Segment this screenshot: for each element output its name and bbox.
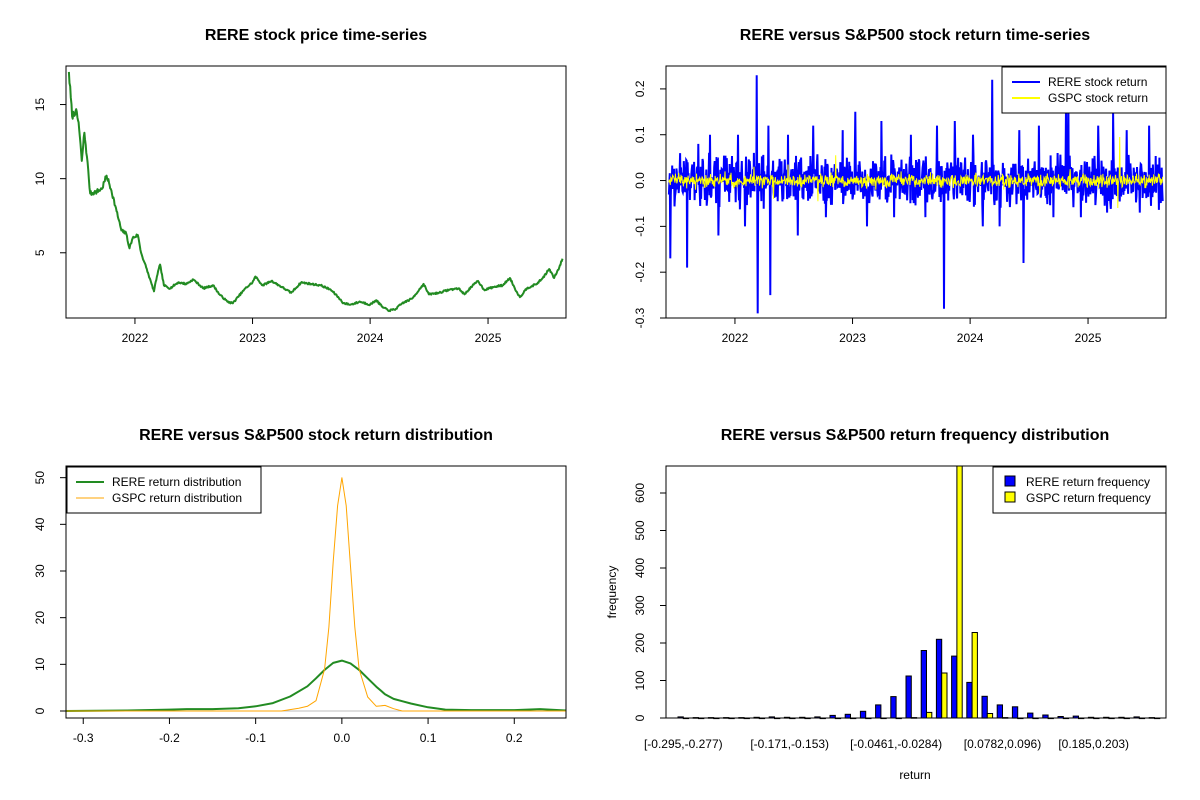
returns-legend-label-rere: RERE stock return [1048,75,1147,89]
frequency-legend-box [992,466,1167,514]
rere-frequency-bar [996,704,1004,719]
returns-y-tick-label: 0.0 [633,172,647,189]
density-chart-plot-frame [65,465,567,719]
price-x-tick-label: 2024 [357,331,384,345]
density-y-tick-label: 30 [33,564,47,578]
frequency-legend-key-gspc [1004,491,1016,503]
returns-chart-ticks: 2022 2023 2024 2025 -0.3 -0.2 -0.1 0.0 0.1 0.2 [633,80,1102,345]
frequency-chart-panel: RERE versus S&P500 return frequency dist… [605,427,1167,782]
frequency-x-tick-label: [-0.295,-0.277) [644,737,723,751]
price-x-tick-label: 2025 [475,331,502,345]
frequency-x-tick-label: [-0.171,-0.153) [750,737,829,751]
price-chart-plot-frame [65,65,567,319]
frequency-y-tick-label: 0 [633,714,647,721]
gspc-frequency-bar [941,672,948,719]
frequency-y-tick-label: 100 [633,670,647,690]
frequency-y-tick-label: 600 [633,483,647,503]
returns-y-tick-label: -0.1 [633,216,647,237]
gspc-frequency-bar [926,711,933,719]
frequency-chart-legend: RERE return frequency GSPC return freque… [992,466,1167,514]
rere-density-line [65,659,567,712]
returns-legend-label-gspc: GSPC stock return [1048,91,1148,105]
frequency-x-tick-label: [-0.0461,-0.0284) [850,737,942,751]
density-y-tick-label: 40 [33,517,47,531]
density-chart-legend: RERE return distribution GSPC return dis… [66,466,262,514]
returns-x-tick-label: 2023 [839,331,866,345]
density-x-tick-label: 0.1 [420,731,437,745]
returns-x-tick-label: 2022 [722,331,749,345]
rere-frequency-bar [1011,706,1019,719]
price-chart-ticks: 2022 2023 2024 2025 5 10 15 [33,98,502,345]
price-chart-marks [67,71,564,313]
density-x-tick-label: -0.1 [245,731,266,745]
density-legend-label-gspc: GSPC return distribution [112,491,242,505]
rere-frequency-bar [859,710,867,719]
density-y-tick-label: 0 [33,707,47,714]
price-x-tick-label: 2023 [239,331,266,345]
frequency-y-tick-label: 300 [633,595,647,615]
frequency-y-tick-label: 500 [633,520,647,540]
density-y-tick-label: 10 [33,657,47,671]
frequency-y-tick-label: 200 [633,633,647,653]
returns-y-tick-label: 0.2 [633,80,647,97]
density-chart-panel: RERE versus S&P500 stock return distribu… [33,427,567,745]
frequency-legend-label-rere: RERE return frequency [1026,475,1150,489]
frequency-x-axis-label: return [899,768,930,782]
density-x-tick-label: 0.0 [334,731,351,745]
rere-frequency-bar [875,704,882,719]
returns-legend-box [1001,66,1167,114]
returns-chart-marks [667,75,1164,314]
price-chart-panel: RERE stock price time-series 2022 2023 202… [33,27,567,345]
frequency-legend-label-gspc: GSPC return frequency [1026,491,1151,505]
rere-frequency-bar [966,681,973,719]
rere-frequency-bar [905,675,912,719]
density-chart-marks [65,477,567,712]
returns-y-tick-label: -0.3 [633,307,647,328]
price-x-tick-label: 2022 [122,331,149,345]
rere-frequency-bar [890,696,897,719]
returns-chart-legend: RERE stock return GSPC stock return [1001,66,1167,114]
price-y-tick-label: 15 [33,98,47,112]
gspc-return-line [668,136,1164,209]
returns-chart-title: RERE versus S&P500 stock return time-ser… [740,27,1090,44]
density-x-tick-label: -0.2 [159,731,180,745]
density-chart-ticks: -0.3 -0.2 -0.1 0.0 0.1 0.2 0 10 20 30 40 50 [33,471,523,745]
frequency-y-tick-label: 400 [633,558,647,578]
frequency-x-tick-label: [0.185,0.203) [1058,737,1129,751]
price-y-tick-label: 5 [33,249,47,256]
frequency-chart-title: RERE versus S&P500 return frequency dist… [721,427,1110,444]
rere-frequency-bar [920,650,928,719]
rere-frequency-bar [1027,712,1034,719]
returns-chart-panel: RERE versus S&P500 stock return time-ser… [633,27,1167,345]
density-x-tick-label: -0.3 [73,731,94,745]
rere-frequency-bar [981,695,988,719]
gspc-density-line [66,477,566,712]
density-y-tick-label: 20 [33,611,47,625]
returns-chart-plot-frame [665,65,1167,319]
returns-y-tick-label: -0.2 [633,262,647,283]
frequency-x-tick-label: [0.0782,0.096) [964,737,1041,751]
frequency-y-axis-label: frequency [605,566,619,619]
density-x-tick-label: 0.2 [506,731,523,745]
gspc-frequency-bar [971,632,978,719]
rere-frequency-bar [935,638,943,719]
price-chart-title: RERE stock price time-series [205,27,427,44]
frequency-chart-ticks: 0 100 200 300 400 500 600 [-0.295,-0.277) [-0.17… [633,483,1129,751]
price-series-line [67,71,564,313]
density-y-tick-label: 50 [33,471,47,485]
rere-frequency-bar [951,655,958,719]
gspc-frequency-bar [956,465,963,719]
frequency-chart-plot-frame [665,465,1167,719]
returns-y-tick-label: 0.1 [633,126,647,143]
density-legend-label-rere: RERE return distribution [112,475,241,489]
frequency-legend-key-rere [1004,475,1016,487]
returns-x-tick-label: 2024 [957,331,984,345]
density-legend-box [66,466,262,514]
density-chart-title: RERE versus S&P500 stock return distribu… [139,427,493,444]
gspc-frequency-bar [986,713,994,719]
price-y-tick-label: 10 [33,172,47,186]
returns-x-tick-label: 2025 [1075,331,1102,345]
